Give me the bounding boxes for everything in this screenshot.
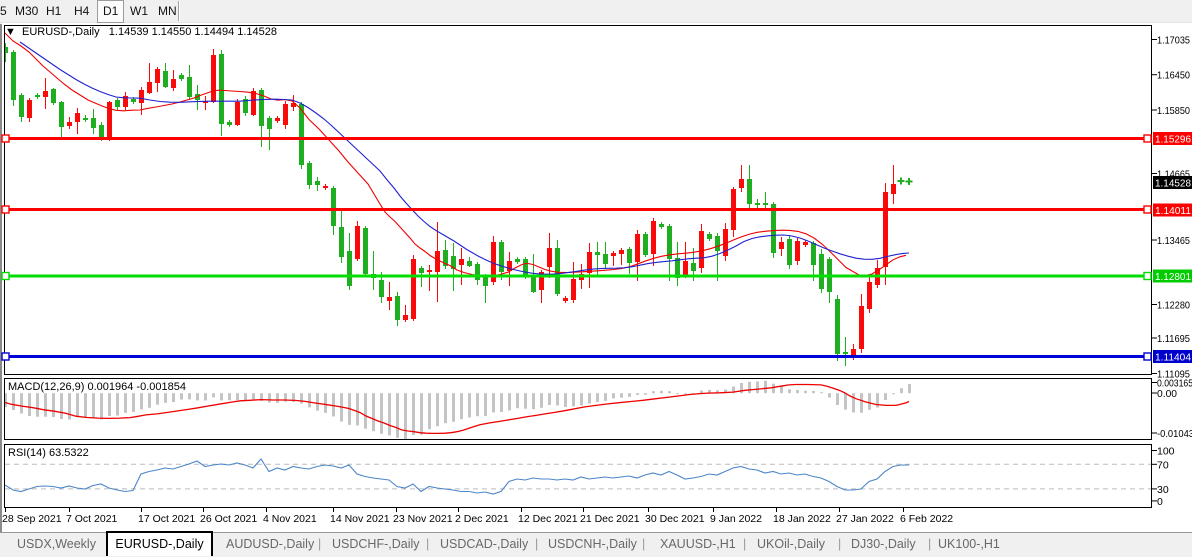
svg-text:4 Nov 2021: 4 Nov 2021 xyxy=(263,513,317,525)
svg-text:30: 30 xyxy=(1157,484,1169,496)
svg-text:7 Oct 2021: 7 Oct 2021 xyxy=(66,513,118,525)
svg-text:9 Jan 2022: 9 Jan 2022 xyxy=(710,513,762,525)
svg-text:RSI(14) 63.5322: RSI(14) 63.5322 xyxy=(8,447,89,459)
svg-text:1.15850: 1.15850 xyxy=(1157,105,1190,117)
svg-text:12 Dec 2021: 12 Dec 2021 xyxy=(518,513,578,525)
svg-text:14 Nov 2021: 14 Nov 2021 xyxy=(330,513,390,525)
svg-text:21 Dec 2021: 21 Dec 2021 xyxy=(580,513,640,525)
svg-text:MACD(12,26,9) 0.001964 -0.0018: MACD(12,26,9) 0.001964 -0.001854 xyxy=(8,381,186,393)
svg-text:1.17035: 1.17035 xyxy=(1157,35,1190,47)
svg-text:1.14528: 1.14528 xyxy=(1155,178,1191,190)
svg-text:2 Dec 2021: 2 Dec 2021 xyxy=(455,513,509,525)
svg-text:0.003165: 0.003165 xyxy=(1157,378,1192,390)
svg-text:23 Nov 2021: 23 Nov 2021 xyxy=(393,513,453,525)
svg-text:28 Sep 2021: 28 Sep 2021 xyxy=(2,513,62,525)
svg-text:1.11695: 1.11695 xyxy=(1157,333,1190,345)
svg-text:17 Oct 2021: 17 Oct 2021 xyxy=(138,513,195,525)
svg-text:26 Oct 2021: 26 Oct 2021 xyxy=(200,513,257,525)
svg-text:0.00: 0.00 xyxy=(1157,388,1177,400)
svg-text:100: 100 xyxy=(1157,446,1175,458)
svg-text:0: 0 xyxy=(1157,496,1163,508)
svg-text:1.12801: 1.12801 xyxy=(1155,271,1191,283)
svg-text:27 Jan 2022: 27 Jan 2022 xyxy=(836,513,894,525)
svg-text:1.11095: 1.11095 xyxy=(1157,369,1190,381)
svg-text:1.16450: 1.16450 xyxy=(1157,70,1190,82)
svg-text:1.15296: 1.15296 xyxy=(1155,134,1191,146)
svg-text:1.14011: 1.14011 xyxy=(1155,205,1191,217)
svg-text:-0.01043: -0.01043 xyxy=(1157,428,1192,440)
svg-text:1.12280: 1.12280 xyxy=(1157,300,1190,312)
svg-text:30 Dec 2021: 30 Dec 2021 xyxy=(645,513,705,525)
svg-text:18 Jan 2022: 18 Jan 2022 xyxy=(773,513,831,525)
svg-text:6 Feb 2022: 6 Feb 2022 xyxy=(900,513,953,525)
svg-text:70: 70 xyxy=(1157,459,1169,471)
svg-text:1.13465: 1.13465 xyxy=(1157,235,1190,247)
svg-text:1.11404: 1.11404 xyxy=(1155,352,1191,364)
